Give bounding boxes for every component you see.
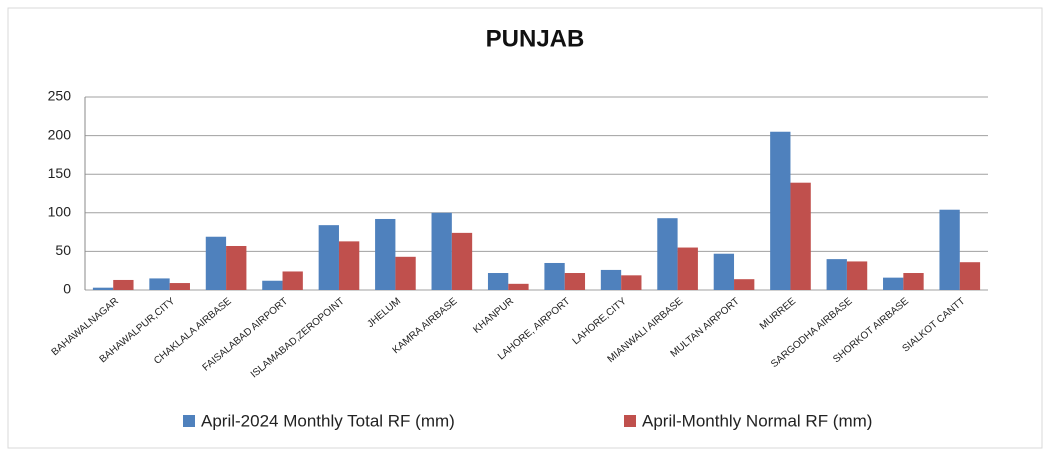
bar <box>508 283 529 290</box>
bar <box>846 261 868 290</box>
legend-label: April-Monthly Normal RF (mm) <box>642 411 872 430</box>
bar <box>375 218 396 290</box>
bar <box>451 232 473 290</box>
chart-title: PUNJAB <box>486 25 585 52</box>
bar <box>226 245 247 290</box>
y-tick-label: 200 <box>48 126 72 142</box>
bar <box>903 273 924 290</box>
y-tick-label: 50 <box>55 242 71 258</box>
bar <box>677 247 698 290</box>
bar <box>205 236 227 290</box>
bar <box>149 278 170 290</box>
y-tick-label: 150 <box>48 165 72 181</box>
bar <box>282 271 303 290</box>
legend-swatch <box>183 415 195 427</box>
bar <box>318 225 339 290</box>
bar <box>883 277 904 290</box>
bar <box>544 262 565 290</box>
bar <box>487 273 509 290</box>
bar <box>395 256 416 290</box>
chart-border <box>7 7 1043 449</box>
bar <box>169 283 190 290</box>
bar <box>790 182 811 290</box>
bar <box>564 273 586 290</box>
bar <box>338 241 360 290</box>
y-tick-label: 0 <box>63 281 71 297</box>
bar <box>431 212 452 290</box>
bar <box>621 275 642 290</box>
y-tick-label: 100 <box>48 204 72 220</box>
legend-swatch <box>624 415 636 427</box>
bar <box>959 262 981 290</box>
legend-label: April-2024 Monthly Total RF (mm) <box>201 411 455 430</box>
bar <box>657 218 678 290</box>
bar <box>770 131 791 290</box>
bar <box>939 209 960 290</box>
y-tick-label: 250 <box>48 88 72 104</box>
bar <box>262 280 283 290</box>
bar <box>734 279 755 290</box>
bar <box>600 269 622 290</box>
bar <box>113 279 134 290</box>
bar <box>826 259 847 290</box>
bar <box>713 253 735 290</box>
bar <box>92 287 114 290</box>
